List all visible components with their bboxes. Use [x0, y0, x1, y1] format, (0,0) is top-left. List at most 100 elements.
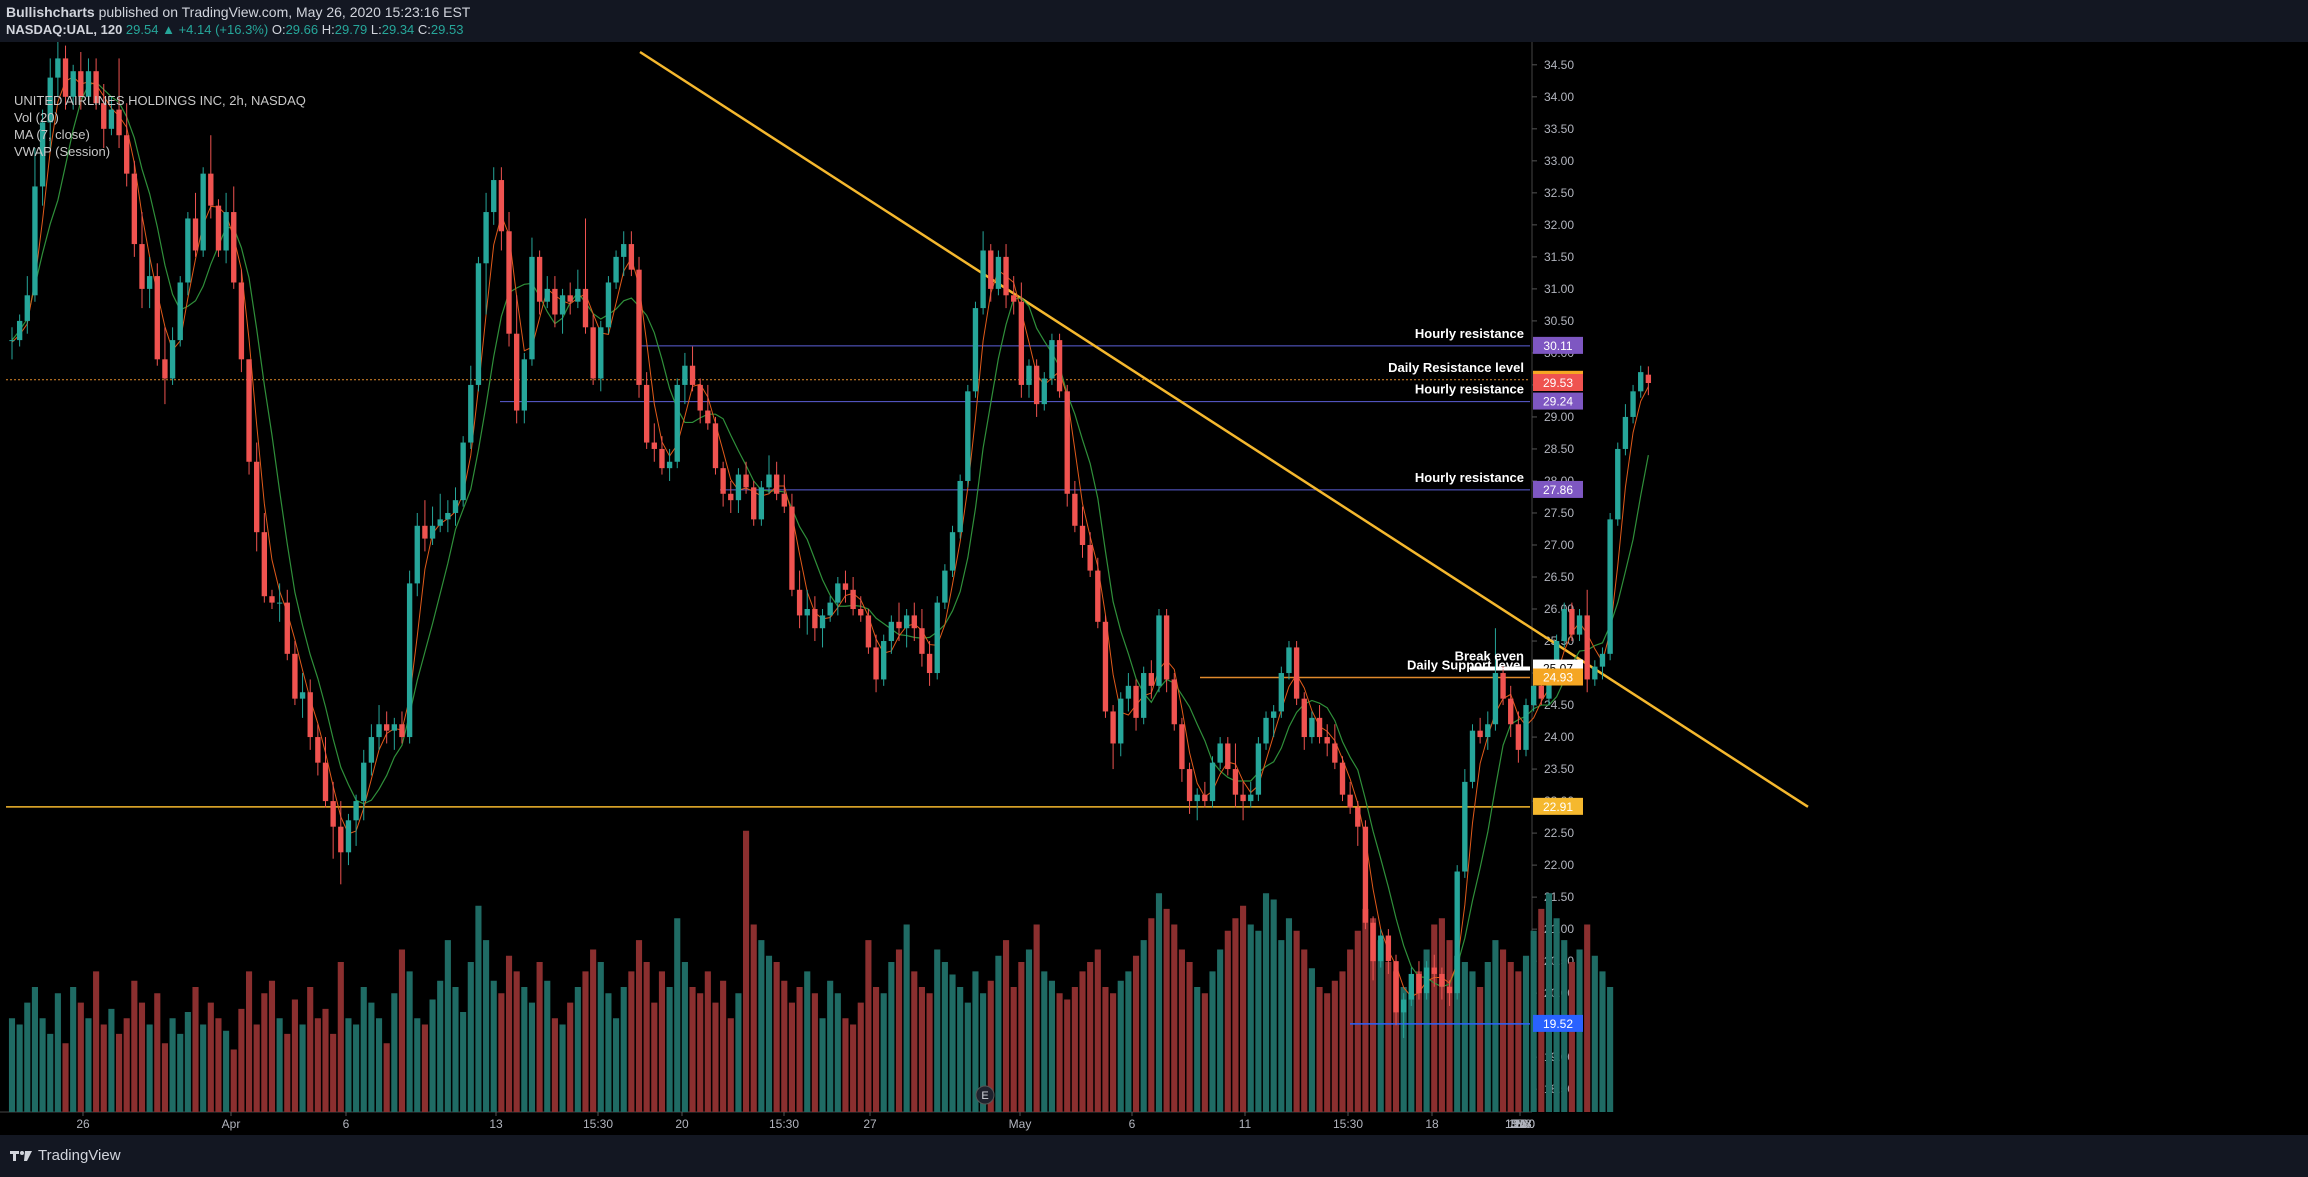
- candle-body: [108, 109, 115, 129]
- volume-bar: [1148, 918, 1155, 1112]
- candle-body: [192, 218, 199, 251]
- candle-body: [429, 525, 436, 539]
- candle-body: [254, 461, 260, 533]
- volume-bar: [391, 993, 398, 1112]
- legend-vwap[interactable]: VWAP (Session): [14, 144, 111, 159]
- candle-body: [1370, 922, 1376, 962]
- volume-bar: [681, 962, 688, 1112]
- candle-body: [598, 327, 604, 379]
- volume-bar: [490, 980, 497, 1112]
- y-tick-label: 24.00: [1544, 730, 1574, 744]
- candle-body: [1240, 794, 1246, 802]
- publish-info: Bullishcharts published on TradingView.c…: [6, 4, 470, 20]
- level-label: Hourly resistance: [1415, 470, 1524, 485]
- candle-body: [1072, 493, 1078, 526]
- candle-body: [1462, 781, 1468, 872]
- volume-bar: [215, 1018, 222, 1112]
- candle-body: [1500, 673, 1506, 699]
- volume-bar: [100, 1024, 107, 1112]
- candle-body: [1102, 621, 1109, 712]
- volume-bar: [1423, 949, 1430, 1112]
- price-chart-svg[interactable]: 34.50 34.00 33.50 33.00 32.50 32.00 31.50 31.00…: [0, 39, 2308, 1135]
- candle-body: [1362, 826, 1369, 923]
- tradingview-brand[interactable]: TradingView: [10, 1147, 121, 1164]
- price-tag-label: 27.86: [1543, 483, 1573, 497]
- candle-body: [62, 58, 69, 97]
- candle-body: [1553, 641, 1560, 674]
- legend-volume[interactable]: Vol (20): [14, 110, 59, 125]
- volume-bar: [70, 987, 77, 1112]
- candle-body: [781, 493, 787, 507]
- candle-body: [1095, 570, 1101, 622]
- candle-body: [330, 801, 336, 827]
- candle-body: [169, 340, 176, 379]
- candle-body: [93, 71, 99, 104]
- candle-body: [529, 256, 535, 360]
- volume-bar: [926, 993, 933, 1112]
- volume-bar: [207, 1002, 214, 1112]
- volume-bar: [8, 1018, 16, 1112]
- volume-bar: [727, 1018, 734, 1112]
- y-tick-label: 22.50: [1544, 826, 1574, 840]
- candle-body: [1469, 730, 1476, 782]
- candle-body: [1355, 807, 1361, 827]
- candle-body: [139, 244, 145, 289]
- candle-body: [536, 256, 543, 302]
- volume-bar: [123, 1018, 130, 1112]
- candle-body: [468, 384, 474, 443]
- candle-body: [445, 512, 451, 520]
- volume-bar: [261, 993, 268, 1112]
- candle-body: [399, 724, 405, 738]
- volume-bar: [551, 1018, 558, 1112]
- candle-body: [361, 762, 367, 802]
- volume-bar: [360, 987, 367, 1112]
- volume-bar: [1461, 962, 1468, 1112]
- candle-body: [720, 468, 726, 494]
- volume-bar: [743, 830, 750, 1112]
- earnings-marker-icon: [975, 1085, 995, 1105]
- candle-body: [1209, 762, 1216, 802]
- volume-bar: [528, 1002, 536, 1112]
- candle-body: [162, 359, 168, 379]
- footer-bar: TradingView: [0, 1135, 2308, 1177]
- candle-body: [1515, 724, 1522, 750]
- candle-body: [32, 186, 38, 296]
- candle-body: [682, 365, 688, 385]
- candle-body: [16, 320, 23, 341]
- volume-bar: [941, 962, 948, 1112]
- volume-bar: [888, 962, 895, 1112]
- candle-body: [1110, 711, 1116, 744]
- candle-body: [1133, 685, 1139, 718]
- volume-bar: [811, 993, 818, 1112]
- candle-body: [322, 762, 329, 802]
- volume-bar: [1285, 918, 1293, 1112]
- volume-bar: [268, 980, 276, 1112]
- candle-body: [911, 615, 917, 629]
- volume-bar: [1469, 971, 1476, 1112]
- volume-bar: [498, 993, 505, 1112]
- candle-body: [1064, 391, 1070, 494]
- candle-body: [1148, 673, 1155, 686]
- volume-bar: [536, 962, 543, 1112]
- low-label: L:: [370, 22, 382, 37]
- y-tick-label: 32.50: [1544, 186, 1574, 200]
- author-name[interactable]: Bullishcharts: [6, 4, 95, 20]
- volume-bar: [475, 905, 482, 1112]
- price-tag: [1533, 668, 1583, 686]
- volume-bar: [1584, 924, 1591, 1112]
- candle-body: [1622, 416, 1629, 449]
- volume-bar: [245, 971, 253, 1112]
- volume-bar: [1385, 962, 1392, 1112]
- candle-body: [666, 461, 673, 469]
- chart-area[interactable]: 34.50 34.00 33.50 33.00 32.50 32.00 31.50 31.00…: [0, 39, 2308, 1135]
- candle-body: [674, 384, 680, 462]
- volume-bar: [773, 962, 780, 1112]
- price-tag: [1533, 480, 1583, 498]
- y-tick-label: 33.00: [1544, 154, 1574, 168]
- candle-body: [705, 410, 711, 424]
- volume-bar: [345, 1018, 352, 1112]
- candle-body: [1599, 653, 1606, 667]
- legend-ma[interactable]: MA (7, close): [14, 127, 90, 142]
- volume-bar: [1255, 930, 1262, 1112]
- volume-bar: [559, 1024, 566, 1112]
